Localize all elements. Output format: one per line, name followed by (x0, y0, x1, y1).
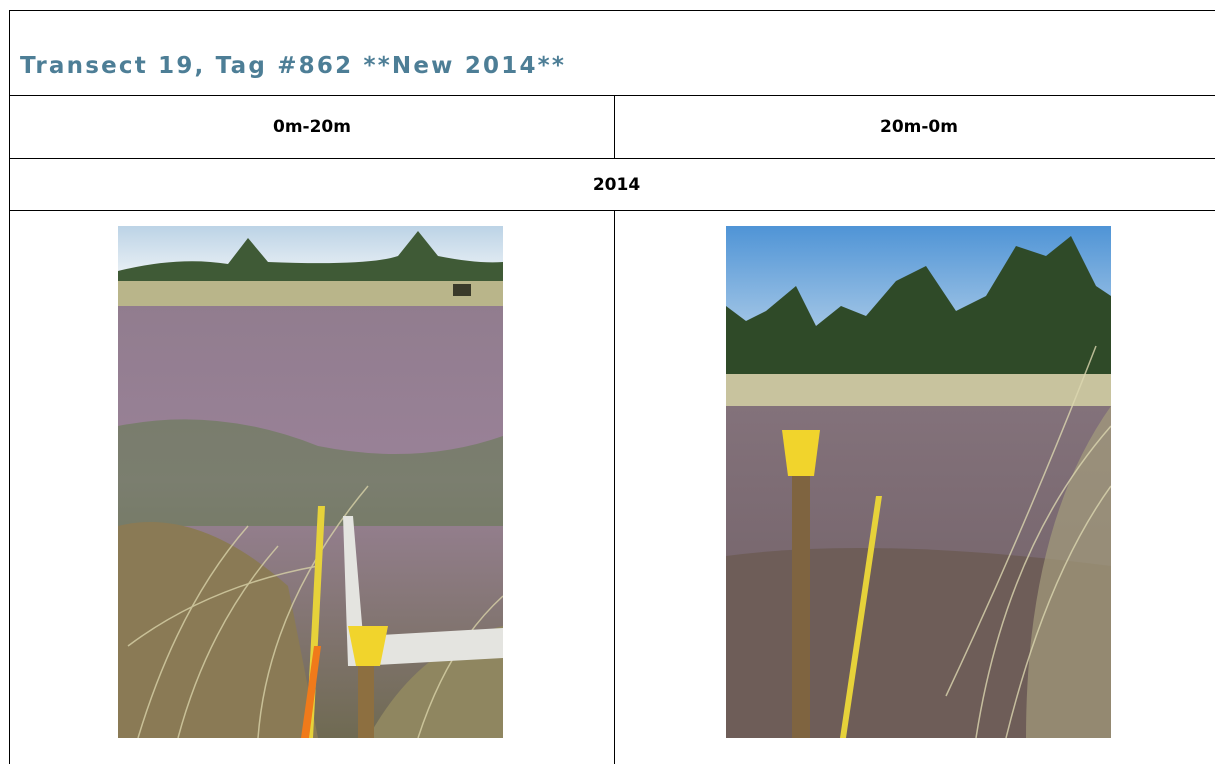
column-label: 0m-20m (273, 117, 351, 137)
photo-cell (614, 210, 1215, 764)
year-label: 2014 (592, 174, 641, 195)
year-row: 2014 (9, 158, 1215, 211)
column-header: 20m-0m (614, 95, 1215, 159)
column-header: 0m-20m (9, 95, 615, 159)
column-label: 20m-0m (880, 117, 958, 137)
title-row: Transect 19, Tag #862 **New 2014** (9, 10, 1215, 96)
photo (118, 226, 503, 738)
title: Transect 19, Tag #862 **New 2014** (20, 53, 567, 79)
photo (726, 226, 1111, 738)
